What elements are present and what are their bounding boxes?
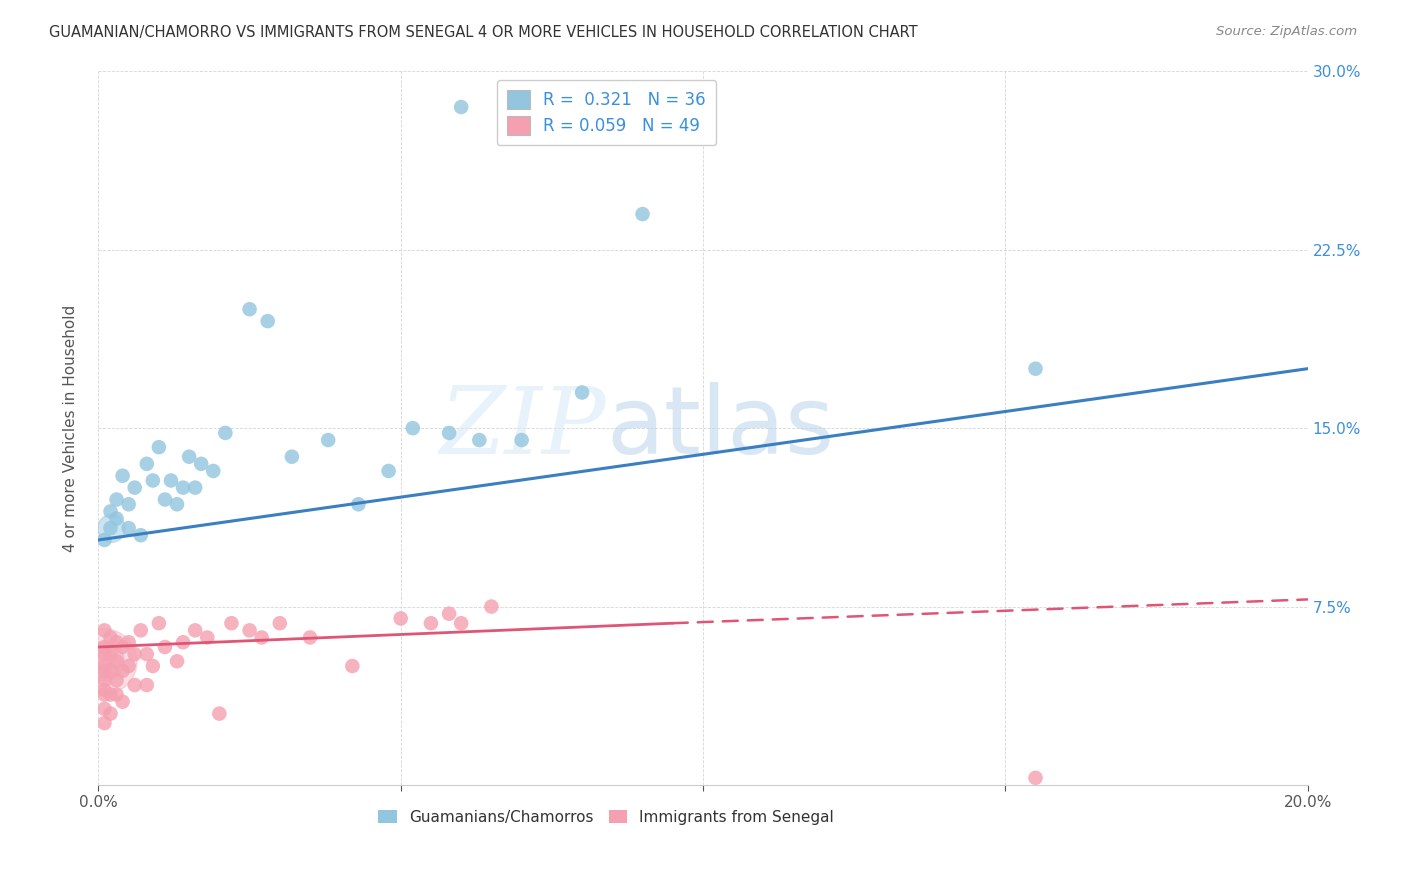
Point bbox=[190, 457, 212, 471]
Point bbox=[129, 624, 152, 638]
Point bbox=[153, 640, 176, 654]
Point bbox=[172, 635, 194, 649]
Point bbox=[111, 468, 134, 483]
Point bbox=[1024, 361, 1046, 376]
Point bbox=[105, 654, 128, 668]
Text: ZIP: ZIP bbox=[440, 384, 606, 473]
Point bbox=[179, 450, 201, 464]
Point bbox=[93, 624, 115, 638]
Point bbox=[93, 716, 115, 731]
Point bbox=[100, 631, 122, 645]
Point bbox=[148, 616, 170, 631]
Legend: Guamanians/Chamorros, Immigrants from Senegal: Guamanians/Chamorros, Immigrants from Se… bbox=[373, 804, 841, 830]
Point bbox=[118, 521, 141, 535]
Point bbox=[184, 624, 207, 638]
Point bbox=[481, 599, 503, 614]
Point bbox=[118, 635, 141, 649]
Text: GUAMANIAN/CHAMORRO VS IMMIGRANTS FROM SENEGAL 4 OR MORE VEHICLES IN HOUSEHOLD CO: GUAMANIAN/CHAMORRO VS IMMIGRANTS FROM SE… bbox=[49, 25, 918, 40]
Point bbox=[100, 706, 122, 721]
Point bbox=[105, 688, 128, 702]
Point bbox=[93, 659, 115, 673]
Point bbox=[100, 504, 122, 518]
Text: atlas: atlas bbox=[606, 382, 835, 475]
Point bbox=[142, 474, 165, 488]
Point bbox=[208, 706, 231, 721]
Point bbox=[100, 664, 122, 678]
Point bbox=[100, 647, 122, 661]
Point bbox=[111, 695, 134, 709]
Point bbox=[510, 433, 533, 447]
Point bbox=[124, 647, 146, 661]
Point bbox=[172, 481, 194, 495]
Point bbox=[299, 631, 322, 645]
Point bbox=[93, 647, 115, 661]
Point bbox=[135, 678, 157, 692]
Point bbox=[437, 607, 460, 621]
Point bbox=[93, 702, 115, 716]
Text: Source: ZipAtlas.com: Source: ZipAtlas.com bbox=[1216, 25, 1357, 38]
Point bbox=[571, 385, 593, 400]
Point bbox=[105, 635, 128, 649]
Point bbox=[124, 481, 146, 495]
Point bbox=[111, 640, 134, 654]
Point bbox=[93, 688, 115, 702]
Point bbox=[347, 497, 370, 511]
Point bbox=[100, 521, 122, 535]
Point bbox=[450, 100, 472, 114]
Point bbox=[93, 654, 115, 668]
Point bbox=[316, 433, 339, 447]
Point bbox=[1024, 771, 1046, 785]
Point bbox=[420, 616, 443, 631]
Point bbox=[93, 654, 115, 668]
Point bbox=[214, 425, 236, 440]
Point bbox=[402, 421, 425, 435]
Point bbox=[93, 673, 115, 688]
Point bbox=[118, 497, 141, 511]
Point bbox=[389, 611, 412, 625]
Point bbox=[377, 464, 399, 478]
Point bbox=[166, 654, 188, 668]
Point bbox=[93, 664, 115, 678]
Point bbox=[342, 659, 364, 673]
Point bbox=[250, 631, 273, 645]
Point bbox=[437, 425, 460, 440]
Point bbox=[202, 464, 225, 478]
Y-axis label: 4 or more Vehicles in Household: 4 or more Vehicles in Household bbox=[63, 304, 77, 552]
Point bbox=[195, 631, 218, 645]
Point bbox=[118, 659, 141, 673]
Point bbox=[281, 450, 304, 464]
Point bbox=[148, 440, 170, 454]
Point bbox=[239, 302, 262, 317]
Point bbox=[166, 497, 188, 511]
Point bbox=[142, 659, 165, 673]
Point bbox=[450, 616, 472, 631]
Point bbox=[100, 521, 122, 535]
Point bbox=[135, 647, 157, 661]
Point bbox=[93, 682, 115, 697]
Point bbox=[269, 616, 291, 631]
Point bbox=[105, 511, 128, 525]
Point bbox=[184, 481, 207, 495]
Point bbox=[468, 433, 491, 447]
Point bbox=[631, 207, 654, 221]
Point bbox=[129, 528, 152, 542]
Point bbox=[100, 688, 122, 702]
Point bbox=[153, 492, 176, 507]
Point bbox=[105, 492, 128, 507]
Point bbox=[105, 673, 128, 688]
Point bbox=[124, 678, 146, 692]
Point bbox=[239, 624, 262, 638]
Point bbox=[256, 314, 278, 328]
Point bbox=[93, 640, 115, 654]
Point bbox=[111, 664, 134, 678]
Point bbox=[221, 616, 243, 631]
Point bbox=[93, 533, 115, 547]
Point bbox=[160, 474, 183, 488]
Point bbox=[135, 457, 157, 471]
